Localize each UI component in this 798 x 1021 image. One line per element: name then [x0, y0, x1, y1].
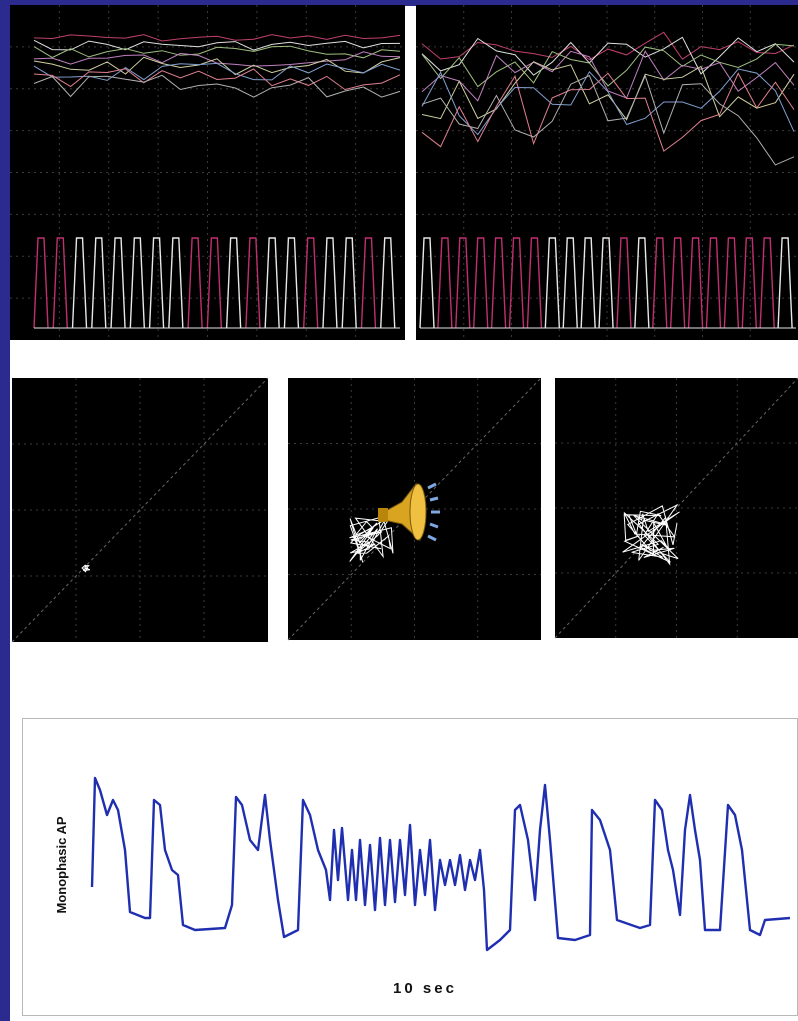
- left-stripe: [0, 0, 10, 1021]
- page: {"figure": {"y_axis_label": "Monophasic …: [0, 0, 798, 1021]
- y-axis-label: Monophasic AP: [54, 816, 69, 913]
- time-scale-label: 10 sec: [393, 980, 457, 997]
- trace-frame: [23, 719, 798, 1016]
- top-left-panel: [10, 5, 405, 340]
- figure: Monophasic AP 10 sec: [0, 0, 798, 1021]
- page-body: Monophasic AP 10 sec (() => { const data…: [0, 0, 798, 1021]
